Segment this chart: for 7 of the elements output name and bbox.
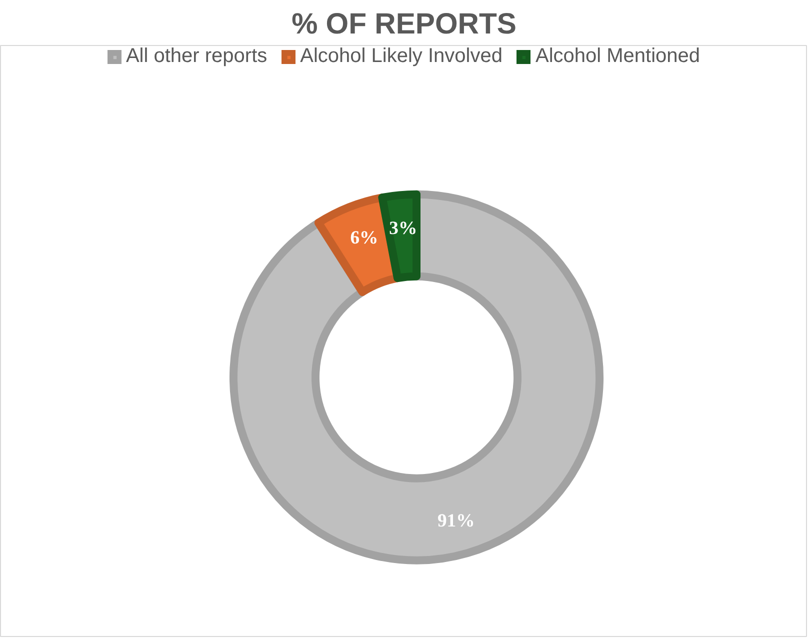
legend-label: All other reports bbox=[126, 45, 268, 68]
data-label: 6% bbox=[350, 228, 378, 249]
data-label: 91% bbox=[437, 510, 475, 532]
legend-label: Alcohol Mentioned bbox=[535, 45, 700, 68]
legend-label: Alcohol Likely Involved bbox=[300, 45, 502, 68]
chart-title: % OF REPORTS bbox=[292, 8, 516, 40]
data-label: 3% bbox=[389, 218, 418, 239]
